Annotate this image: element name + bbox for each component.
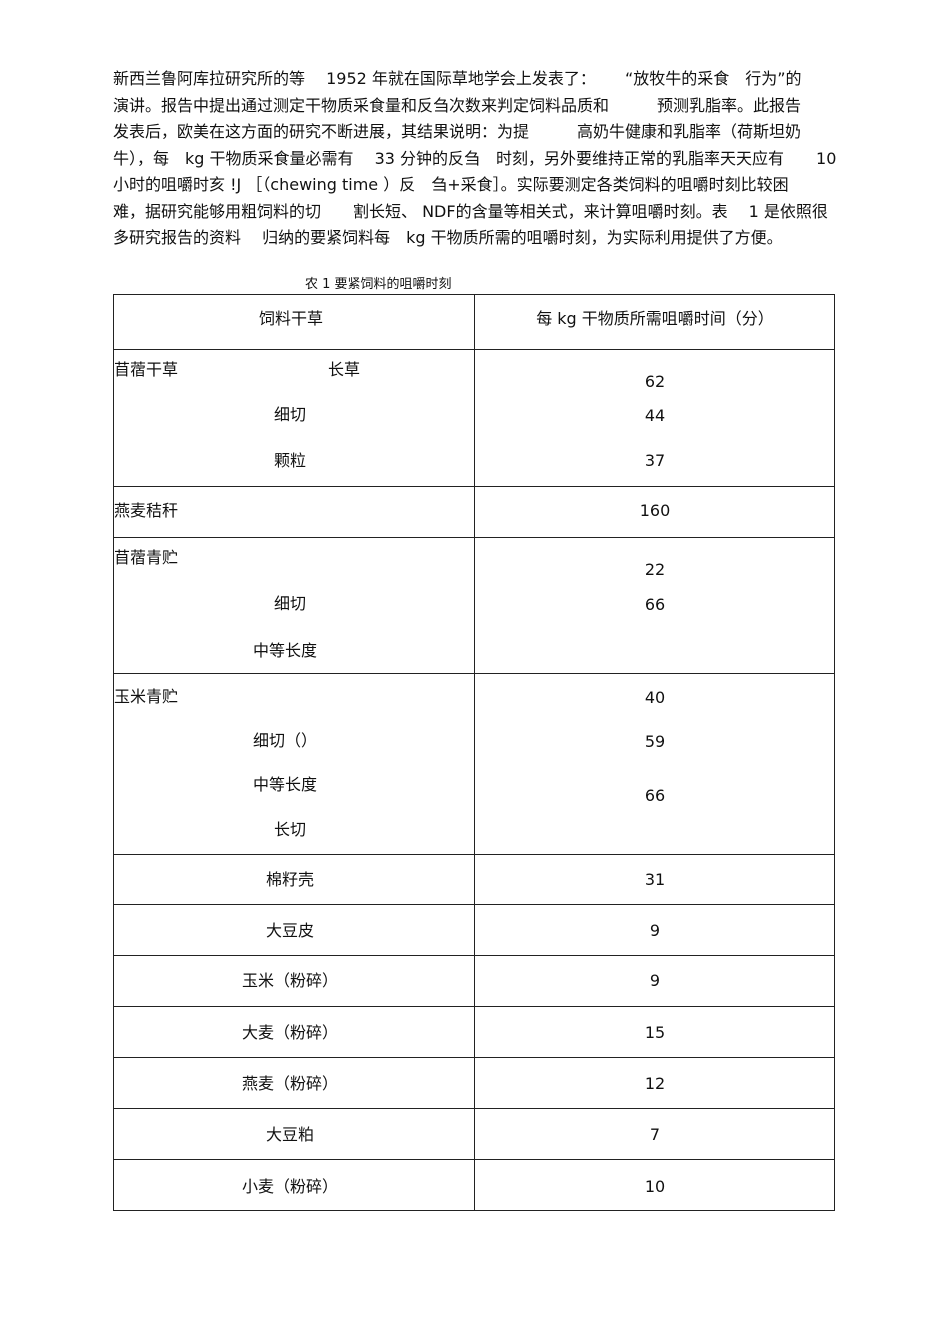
feed-sub: 颗粒: [274, 451, 307, 470]
feed-sub: 细切: [274, 405, 307, 424]
chewing-time-table: 饲料干草 每 kg 干物质所需咀嚼时间（分） 苜蓿干草 长草 细切 颗粒 62 …: [113, 294, 835, 1211]
chew-value: 160: [639, 501, 671, 520]
chew-value: 59: [644, 732, 666, 751]
chew-value: 40: [644, 688, 666, 707]
paragraph-line: 难，据研究能够用粗饲料的切 割长短、 NDF的含量等相关式，来计算咀嚼时刻。表 …: [113, 201, 828, 221]
feed-sub: 细切: [274, 594, 307, 613]
feed-name: 苜蓿青贮: [114, 548, 179, 567]
paragraph-line: 小时的咀嚼时亥 !J ［（chewing time ）反 刍+采食］。实际要测定…: [113, 175, 789, 194]
chew-value: 62: [644, 372, 666, 391]
paragraph-line: 新西兰鲁阿库拉研究所的等 1952 年就在国际草地学会上发表了： “放牧牛的采食…: [113, 69, 802, 88]
feed-name: 苜蓿干草: [114, 360, 179, 379]
chew-value: 66: [644, 786, 666, 805]
feed-name: 小麦（粉碎）: [241, 1177, 339, 1196]
row-divider: [114, 1006, 834, 1007]
row-divider: [114, 955, 834, 956]
paragraph-line: 演讲。报告中提出通过测定干物质采食量和反刍次数来判定饲料品质和 预测乳脂率。此报…: [113, 95, 802, 115]
chew-value: 12: [644, 1074, 666, 1093]
chew-value: 10: [644, 1177, 666, 1196]
row-divider: [114, 1108, 834, 1109]
feed-name: 大豆皮: [265, 921, 315, 940]
feed-name: 燕麦（粉碎）: [241, 1074, 339, 1093]
feed-name: 大麦（粉碎）: [241, 1023, 339, 1042]
feed-name: 燕麦秸秆: [114, 501, 179, 520]
paragraph-line: 多研究报告的资料 归纳的要紧饲料每 kg 干物质所需的咀嚼时刻，为实际利用提供了…: [113, 228, 783, 247]
feed-sub: 细切（）: [253, 731, 318, 750]
feed-sub: 长切: [274, 820, 307, 839]
chew-value: 9: [649, 921, 661, 940]
chew-value: 37: [644, 451, 666, 470]
chew-value: 31: [644, 870, 666, 889]
feed-name: 玉米青贮: [114, 687, 179, 706]
row-divider: [114, 673, 834, 674]
paragraph-line: 牛），每 kg 干物质采食量必需有 33 分钟的反刍 时刻，另外要维持正常的乳脂…: [113, 148, 837, 168]
feed-name: 大豆粕: [265, 1125, 315, 1144]
chew-value: 44: [644, 406, 666, 425]
header-feed: 饲料干草: [258, 309, 324, 328]
chew-value: 22: [644, 560, 666, 579]
row-divider: [114, 1159, 834, 1160]
row-divider: [114, 486, 834, 487]
feed-sub: 中等长度: [253, 641, 318, 660]
chew-value: 9: [649, 971, 661, 990]
paragraph-line: 发表后，欧美在这方面的研究不断进展，其结果说明：为提 高奶牛健康和乳脂率（荷斯坦…: [113, 122, 802, 141]
column-divider: [474, 295, 475, 1210]
table-caption: 农 1 要紧饲料的咀嚼时刻: [305, 277, 452, 292]
body-paragraph: 新西兰鲁阿库拉研究所的等 1952 年就在国际草地学会上发表了： “放牧牛的采食…: [113, 66, 913, 252]
feed-sub: 中等长度: [253, 775, 318, 794]
feed-name: 棉籽壳: [265, 870, 315, 889]
row-divider: [114, 904, 834, 905]
feed-sub: 长草: [328, 360, 361, 379]
row-divider: [114, 1057, 834, 1058]
row-divider: [114, 349, 834, 350]
chew-value: 66: [644, 595, 666, 614]
header-chewing-time: 每 kg 干物质所需咀嚼时间（分）: [536, 309, 774, 328]
row-divider: [114, 854, 834, 855]
row-divider: [114, 537, 834, 538]
chew-value: 7: [649, 1125, 661, 1144]
feed-name: 玉米（粉碎）: [241, 971, 339, 990]
chew-value: 15: [644, 1023, 666, 1042]
